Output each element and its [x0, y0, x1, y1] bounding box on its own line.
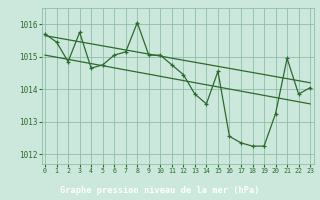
Text: Graphe pression niveau de la mer (hPa): Graphe pression niveau de la mer (hPa): [60, 186, 260, 195]
